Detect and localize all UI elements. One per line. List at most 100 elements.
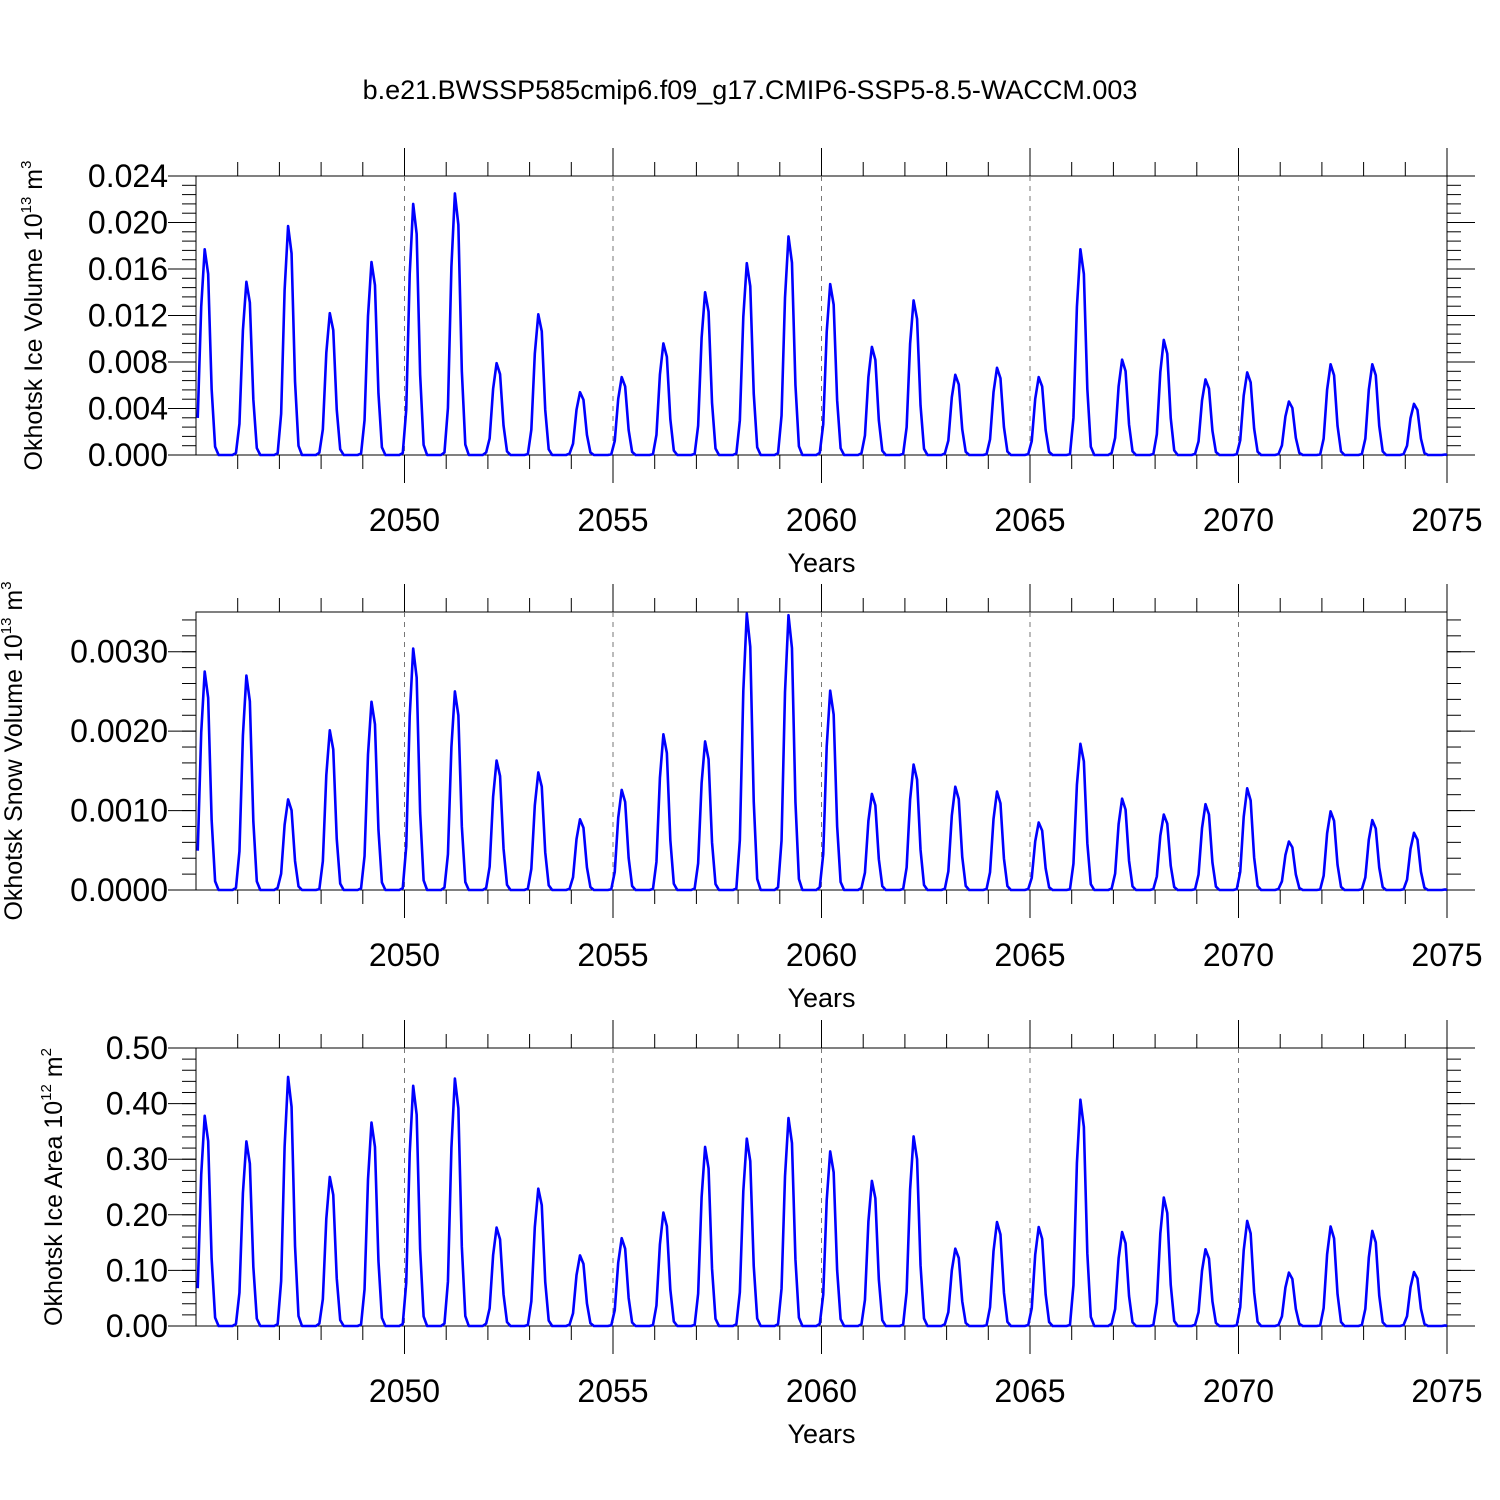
series-line-okhotsk-ice-area (196, 1075, 1448, 1328)
y-tick-label: 0.30 (106, 1141, 168, 1177)
y-axis-title-main: Okhotsk Snow Volume 10 (0, 634, 28, 920)
peak-point (369, 700, 373, 704)
peak-point (495, 361, 499, 365)
peak-point (411, 202, 415, 206)
panels: 2050 2055 2060 2065 2070 2075 0.000 0.004 0.008 0… (0, 148, 1483, 1449)
peak-point (286, 797, 290, 801)
peak-point (995, 366, 999, 370)
peak-point (203, 670, 207, 674)
peak-point (870, 792, 874, 796)
x-axis-title: Years (787, 983, 855, 1013)
peak-point (1412, 1270, 1416, 1274)
peak-point (745, 261, 749, 265)
y-axis-title-unit: m (40, 1056, 68, 1084)
peak-point (453, 191, 457, 195)
peak-point (620, 375, 624, 379)
peak-point (244, 1139, 248, 1143)
peak-point (411, 1084, 415, 1088)
peak-point (745, 612, 749, 616)
x-tick-label: 2055 (577, 502, 648, 538)
peak-point (1203, 377, 1207, 381)
peak-point (703, 739, 707, 743)
peak-point (286, 1075, 290, 1079)
peak-point (578, 390, 582, 394)
peak-point (828, 1149, 832, 1153)
peak-point (1245, 1219, 1249, 1223)
peak-point (1120, 1230, 1124, 1234)
x-tick-label: 2075 (1411, 502, 1482, 538)
y-axis-title: Okhotsk Ice Volume 1013 m3 (18, 161, 48, 471)
y-axis-title-unit: m (20, 169, 48, 197)
y-tick-label: 0.020 (88, 205, 168, 241)
y-tick-label: 0.008 (88, 344, 168, 380)
peak-point (286, 224, 290, 228)
peak-point (411, 647, 415, 651)
peak-point (1245, 370, 1249, 374)
peak-point (661, 732, 665, 736)
x-tick-label: 2055 (577, 1373, 648, 1409)
peak-point (453, 1077, 457, 1081)
y-axis-title-unit-exponent: 3 (0, 581, 15, 589)
y-tick-label: 0.10 (106, 1252, 168, 1288)
y-tick-label: 0.004 (88, 391, 168, 427)
x-tick-label: 2070 (1203, 1373, 1274, 1409)
series-line-okhotsk-ice-volume (196, 192, 1448, 457)
peak-point (1162, 813, 1166, 817)
y-tick-label: 0.50 (106, 1030, 168, 1066)
y-axis-title-exponent: 12 (38, 1084, 55, 1101)
y-tick-label: 0.0010 (70, 793, 168, 829)
peak-point (912, 1134, 916, 1138)
peak-point (244, 674, 248, 678)
peak-point (661, 1211, 665, 1215)
y-tick-label: 0.024 (88, 158, 168, 194)
y-tick-label: 0.000 (88, 437, 168, 473)
peak-point (203, 1114, 207, 1118)
peak-point (536, 1187, 540, 1191)
peak-point (828, 689, 832, 693)
figure-title: b.e21.BWSSP585cmip6.f09_g17.CMIP6-SSP5-8… (363, 75, 1138, 105)
peak-point (536, 312, 540, 316)
x-tick-label: 2050 (369, 502, 440, 538)
chart-panel-3: 2050 2055 2060 2065 2070 2075 0.00 0.10 0.20 0.30… (38, 1020, 1483, 1449)
peak-point (1370, 1229, 1374, 1233)
peak-point (1412, 402, 1416, 406)
peak-point (620, 1236, 624, 1240)
y-axis-title-unit-exponent: 2 (38, 1048, 55, 1056)
y-axis-title: Okhotsk Snow Volume 1013 m3 (0, 581, 28, 920)
peak-point (912, 763, 916, 767)
peak-point (328, 728, 332, 732)
y-axis-title-exponent: 13 (18, 197, 35, 214)
y-axis-title-exponent: 13 (0, 618, 15, 635)
peak-point (453, 689, 457, 693)
peak-point (1412, 831, 1416, 835)
peak-point (620, 788, 624, 792)
peak-point (495, 759, 499, 763)
peak-point (870, 345, 874, 349)
peak-point (661, 341, 665, 345)
peak-point (995, 790, 999, 794)
y-tick-label: 0.20 (106, 1197, 168, 1233)
x-axis-title: Years (787, 548, 855, 578)
x-tick-label: 2075 (1411, 1373, 1482, 1409)
x-tick-label: 2070 (1203, 937, 1274, 973)
x-axis-title: Years (787, 1419, 855, 1449)
peak-point (369, 1121, 373, 1125)
peak-point (1120, 797, 1124, 801)
peak-point (828, 282, 832, 286)
peak-point (786, 1116, 790, 1120)
peak-point (578, 817, 582, 821)
peak-point (786, 613, 790, 617)
peak-point (1287, 400, 1291, 404)
peak-point (369, 260, 373, 264)
peak-point (995, 1220, 999, 1224)
chart-panel-2: 2050 2055 2060 2065 2070 2075 0.0000 0.0010 0.00… (0, 581, 1483, 1013)
peak-point (203, 247, 207, 251)
peak-point (953, 373, 957, 377)
y-tick-label: 0.016 (88, 251, 168, 287)
peak-point (328, 1175, 332, 1179)
peak-point (1329, 1224, 1333, 1228)
peak-point (745, 1137, 749, 1141)
x-tick-label: 2070 (1203, 502, 1274, 538)
peak-point (1203, 802, 1207, 806)
x-tick-label: 2060 (786, 1373, 857, 1409)
